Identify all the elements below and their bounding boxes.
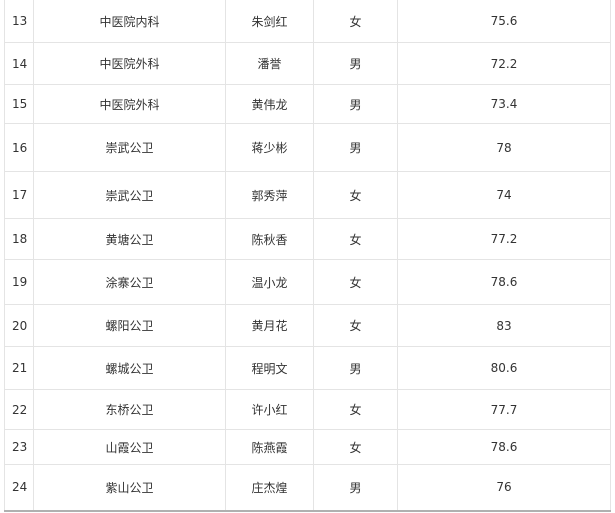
table-row: 23 山霞公卫 陈燕霞女 78.6 xyxy=(4,429,611,465)
unit-cell: 崇武公卫 xyxy=(33,171,226,219)
gender-cell: 男 xyxy=(313,42,398,85)
score-cell: 76 xyxy=(397,464,611,511)
score-cell: 74 xyxy=(397,171,611,219)
table-row: 24 紫山公卫 庄杰煌男 76 xyxy=(4,464,611,511)
row-number: 13 xyxy=(4,0,34,43)
unit-cell: 螺阳公卫 xyxy=(33,304,226,347)
unit-cell: 涂寨公卫 xyxy=(33,259,226,305)
unit-cell: 黄塘公卫 xyxy=(33,218,226,260)
table-row: 21 螺城公卫 程明文男 80.6 xyxy=(4,346,611,390)
name-cell: 潘誉 xyxy=(225,42,314,85)
table-row: 20 螺阳公卫 黄月花女 83 xyxy=(4,304,611,347)
table-row: 22 东桥公卫 许小红女 77.7 xyxy=(4,389,611,430)
table-row: 18 黄塘公卫 陈秋香女 77.2 xyxy=(4,218,611,260)
score-cell: 80.6 xyxy=(397,346,611,390)
name-cell: 黄月花 xyxy=(225,304,314,347)
name-cell: 郭秀萍 xyxy=(225,171,314,219)
gender-cell: 男 xyxy=(313,464,398,511)
row-number: 22 xyxy=(4,389,34,430)
score-cell: 73.4 xyxy=(397,84,611,124)
gender-cell: 男 xyxy=(313,123,398,172)
name-cell: 朱剑红 xyxy=(225,0,314,43)
row-number: 24 xyxy=(4,464,34,511)
row-number: 19 xyxy=(4,259,34,305)
score-cell: 83 xyxy=(397,304,611,347)
score-cell: 75.6 xyxy=(397,0,611,43)
score-cell: 77.2 xyxy=(397,218,611,260)
unit-cell: 中医院外科 xyxy=(33,42,226,85)
results-table: 13 中医院内科 朱剑红女 75.6 14 中医院外科 潘誉男 72.2 15 中医院外科 黄伟龙男… xyxy=(4,0,611,512)
row-number: 21 xyxy=(4,346,34,390)
score-cell: 77.7 xyxy=(397,389,611,430)
unit-cell: 紫山公卫 xyxy=(33,464,226,511)
unit-cell: 中医院内科 xyxy=(33,0,226,43)
name-cell: 蒋少彬 xyxy=(225,123,314,172)
name-cell: 程明文 xyxy=(225,346,314,390)
unit-cell: 东桥公卫 xyxy=(33,389,226,430)
table-row: 17 崇武公卫 郭秀萍女 74 xyxy=(4,171,611,219)
name-cell: 黄伟龙 xyxy=(225,84,314,124)
row-number: 14 xyxy=(4,42,34,85)
gender-cell: 女 xyxy=(313,304,398,347)
gender-cell: 女 xyxy=(313,259,398,305)
gender-cell: 女 xyxy=(313,0,398,43)
score-cell: 72.2 xyxy=(397,42,611,85)
row-number: 15 xyxy=(4,84,34,124)
name-cell: 庄杰煌 xyxy=(225,464,314,511)
unit-cell: 中医院外科 xyxy=(33,84,226,124)
row-number: 18 xyxy=(4,218,34,260)
table-row: 13 中医院内科 朱剑红女 75.6 xyxy=(4,0,611,43)
name-cell: 陈秋香 xyxy=(225,218,314,260)
name-cell: 陈燕霞 xyxy=(225,429,314,465)
table-row: 16 崇武公卫 蒋少彬男 78 xyxy=(4,123,611,172)
row-number: 17 xyxy=(4,171,34,219)
table-row: 19 涂寨公卫 温小龙女 78.6 xyxy=(4,259,611,305)
gender-cell: 女 xyxy=(313,389,398,430)
row-number: 23 xyxy=(4,429,34,465)
score-cell: 78.6 xyxy=(397,259,611,305)
gender-cell: 男 xyxy=(313,84,398,124)
name-cell: 许小红 xyxy=(225,389,314,430)
name-cell: 温小龙 xyxy=(225,259,314,305)
unit-cell: 螺城公卫 xyxy=(33,346,226,390)
gender-cell: 女 xyxy=(313,218,398,260)
unit-cell: 崇武公卫 xyxy=(33,123,226,172)
gender-cell: 女 xyxy=(313,429,398,465)
row-number: 20 xyxy=(4,304,34,347)
score-cell: 78.6 xyxy=(397,429,611,465)
row-number: 16 xyxy=(4,123,34,172)
gender-cell: 女 xyxy=(313,171,398,219)
score-cell: 78 xyxy=(397,123,611,172)
table-row: 14 中医院外科 潘誉男 72.2 xyxy=(4,42,611,85)
gender-cell: 男 xyxy=(313,346,398,390)
table-row: 15 中医院外科 黄伟龙男 73.4 xyxy=(4,84,611,124)
unit-cell: 山霞公卫 xyxy=(33,429,226,465)
